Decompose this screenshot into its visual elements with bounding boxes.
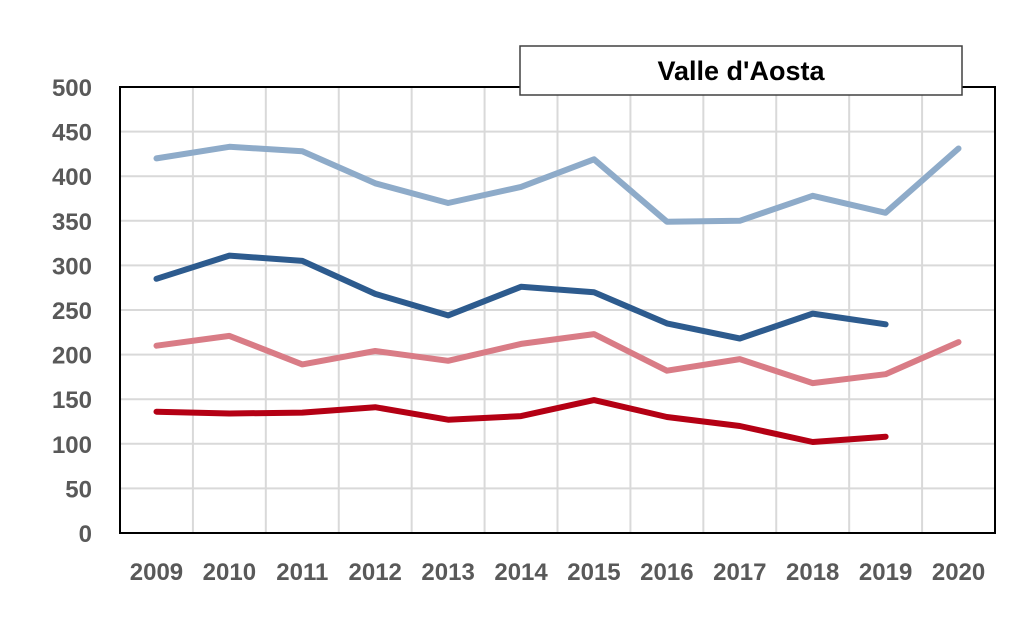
chart-title-box: Valle d'Aosta [519,45,963,96]
x-tick-label: 2010 [203,559,256,586]
y-tick-label: 300 [52,253,92,280]
series-line-4 [153,397,889,445]
x-tick-label: 2018 [786,559,839,586]
x-tick-label: 2015 [567,559,620,586]
y-tick-label: 450 [52,120,92,147]
series-line-1 [153,143,962,225]
y-tick-label: 0 [79,521,92,548]
series-lines [153,143,962,445]
y-tick-label: 100 [52,432,92,459]
series-line-2 [153,252,889,342]
gridlines [120,87,995,533]
x-tick-label: 2014 [494,559,548,586]
x-tick-label: 2017 [713,559,766,586]
y-tick-label: 200 [52,343,92,370]
x-tick-label: 2009 [130,559,183,586]
x-tick-label: 2012 [349,559,402,586]
x-tick-label: 2016 [640,559,693,586]
y-tick-label: 350 [52,209,92,236]
y-tick-label: 150 [52,387,92,414]
y-tick-label: 500 [52,75,92,102]
x-axis-ticks: 2009 2010 2011 2012 2013 2014 2015 2016 2017 2018… [130,559,985,586]
y-axis-ticks: 0 50 100 150 200 250 300 350 400 450 500 [52,75,92,548]
y-tick-label: 250 [52,298,92,325]
y-tick-label: 400 [52,164,92,191]
y-tick-label: 50 [65,476,92,503]
series-line-3 [153,331,962,387]
x-tick-label: 2019 [859,559,912,586]
x-tick-label: 2013 [421,559,474,586]
x-tick-label: 2020 [932,559,985,586]
chart-title: Valle d'Aosta [658,56,826,86]
x-tick-label: 2011 [276,559,328,586]
